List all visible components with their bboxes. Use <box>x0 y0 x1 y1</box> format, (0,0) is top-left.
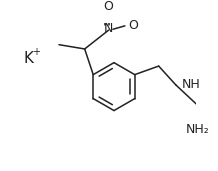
Text: +: + <box>32 47 40 57</box>
Text: N: N <box>104 22 113 35</box>
Text: K: K <box>23 51 33 66</box>
Text: O: O <box>104 0 114 13</box>
Text: NH: NH <box>182 78 201 91</box>
Text: O: O <box>128 19 138 32</box>
Text: NH₂: NH₂ <box>185 123 209 136</box>
